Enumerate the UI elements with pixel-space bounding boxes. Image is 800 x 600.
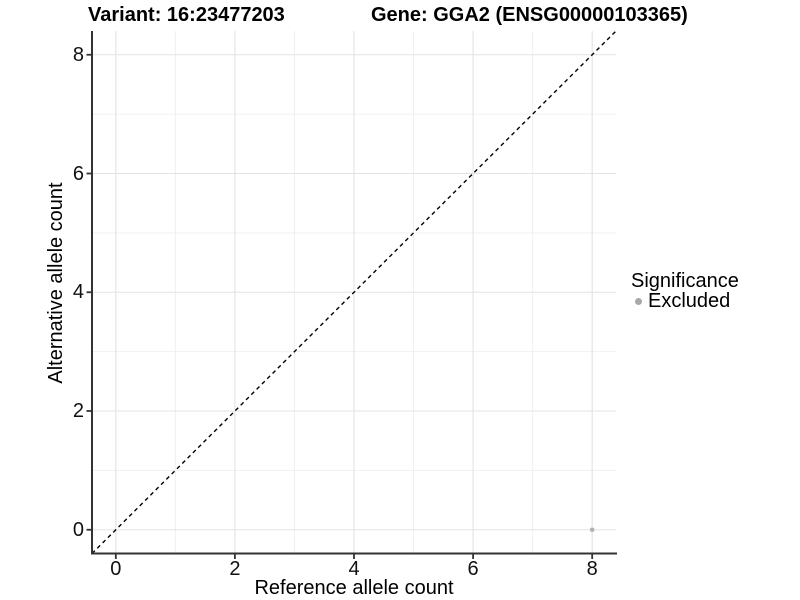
- data-point: [589, 527, 595, 533]
- gene-title: Gene: GGA2 (ENSG00000103365): [371, 4, 688, 26]
- legend: Significance Excluded: [631, 271, 739, 311]
- x-tick-label: 0: [110, 557, 122, 580]
- legend-item-label: Excluded: [648, 290, 731, 312]
- variant-title: Variant: 16:23477203: [88, 4, 285, 26]
- legend-item-excluded: Excluded: [631, 291, 739, 311]
- identity-dashed-line: [91, 30, 617, 554]
- x-tick-label: 4: [348, 557, 360, 580]
- x-tick-label: 8: [586, 557, 598, 580]
- x-tick-label: 2: [229, 557, 241, 580]
- y-axis-title: Alternative allele count: [45, 182, 67, 384]
- excluded-point-icon: [635, 297, 642, 305]
- y-tick-label: 8: [72, 43, 84, 66]
- y-tick-label: 0: [72, 518, 84, 541]
- legend-title: Significance: [631, 270, 739, 292]
- y-tick-label: 4: [72, 281, 84, 304]
- x-axis-title: Reference allele count: [254, 577, 454, 599]
- y-tick-label: 2: [72, 400, 84, 422]
- x-tick-label: 6: [467, 557, 479, 580]
- y-tick-label: 6: [72, 162, 84, 185]
